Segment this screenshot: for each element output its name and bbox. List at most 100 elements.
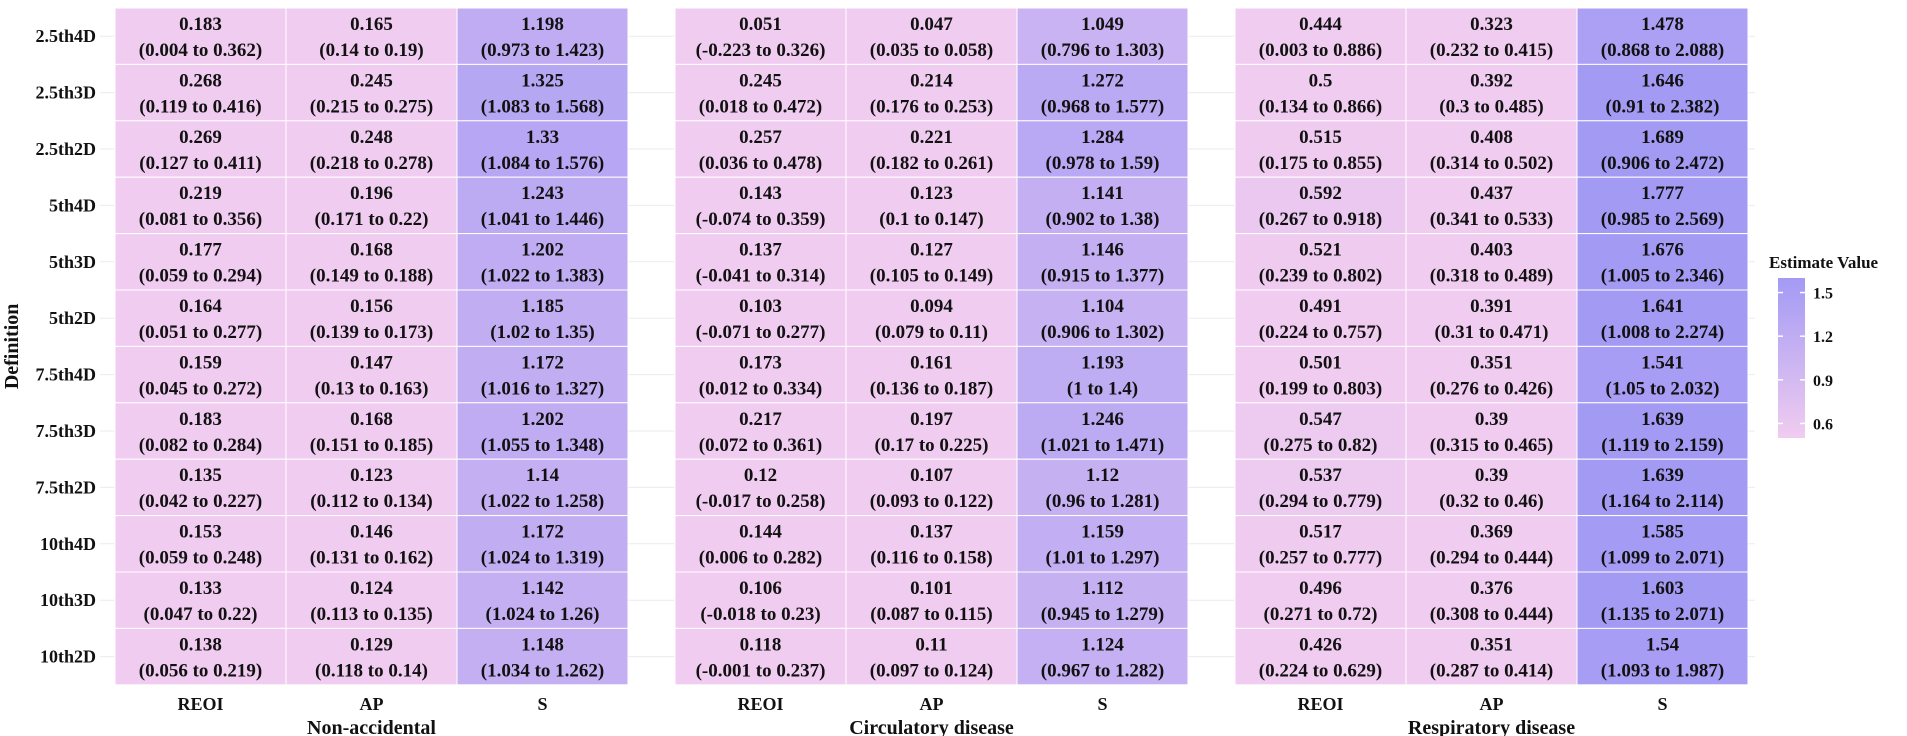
cell-ci-label: (1.164 to 2.114) xyxy=(1601,491,1723,512)
heatmap-cell xyxy=(1576,515,1749,573)
cell-ci-label: (-0.223 to 0.326) xyxy=(696,40,826,61)
heatmap-cell xyxy=(845,571,1018,629)
heatmap-cell xyxy=(1016,402,1189,460)
cell-estimate-label: 1.185 xyxy=(521,296,564,317)
cell-ci-label: (0.978 to 1.59) xyxy=(1046,153,1160,174)
y-tick-label: 5th3D xyxy=(49,252,96,272)
cell-ci-label: (0.036 to 0.478) xyxy=(699,153,822,174)
cell-estimate-label: 0.391 xyxy=(1470,296,1513,317)
heatmap-cell xyxy=(456,289,629,347)
cell-estimate-label: 0.444 xyxy=(1299,14,1342,35)
y-tick-label: 5th2D xyxy=(49,308,96,328)
cell-estimate-label: 0.219 xyxy=(179,183,222,204)
y-tick-label: 7.5th4D xyxy=(35,365,96,385)
cell-estimate-label: 0.537 xyxy=(1299,465,1342,486)
cell-ci-label: (0.218 to 0.278) xyxy=(310,153,433,174)
cell-ci-label: (1.024 to 1.319) xyxy=(481,548,604,569)
heatmap-cell xyxy=(285,515,458,573)
cell-ci-label: (0.276 to 0.426) xyxy=(1430,378,1553,399)
cell-ci-label: (0.31 to 0.471) xyxy=(1435,322,1549,343)
cell-ci-label: (0.093 to 0.122) xyxy=(870,491,993,512)
cell-estimate-label: 0.153 xyxy=(179,522,222,543)
cell-estimate-label: 1.049 xyxy=(1081,14,1124,35)
heatmap-cell xyxy=(285,627,458,686)
cell-ci-label: (0.318 to 0.489) xyxy=(1430,266,1553,287)
cell-estimate-label: 0.437 xyxy=(1470,183,1513,204)
heatmap-cell xyxy=(1016,571,1189,629)
cell-estimate-label: 1.585 xyxy=(1641,522,1684,543)
heatmap-cell xyxy=(1016,176,1189,235)
cell-ci-label: (0.968 to 1.577) xyxy=(1041,96,1164,117)
heatmap-cell xyxy=(1576,458,1749,517)
heatmap-cell xyxy=(1405,402,1578,460)
cell-ci-label: (1.024 to 1.26) xyxy=(486,604,600,625)
cell-ci-label: (0.902 to 1.38) xyxy=(1046,209,1160,230)
heatmap-cell xyxy=(1234,402,1407,460)
heatmap-cell xyxy=(285,289,458,347)
cell-ci-label: (0.308 to 0.444) xyxy=(1430,604,1553,625)
cell-ci-label: (-0.041 to 0.314) xyxy=(696,266,826,287)
heatmap-cell xyxy=(845,7,1018,65)
heatmap-cell xyxy=(1576,345,1749,404)
cell-ci-label: (-0.074 to 0.359) xyxy=(696,209,826,230)
heatmap-cell xyxy=(1234,515,1407,573)
cell-ci-label: (0.042 to 0.227) xyxy=(139,491,262,512)
y-tick-label: 2.5th4D xyxy=(35,26,96,46)
heatmap-cell xyxy=(285,233,458,291)
heatmap-cell xyxy=(114,120,287,178)
heatmap-cell xyxy=(1576,120,1749,178)
cell-ci-label: (0.257 to 0.777) xyxy=(1259,548,1382,569)
x-tick-label: S xyxy=(537,694,547,714)
heatmap-cell xyxy=(114,289,287,347)
cell-estimate-label: 0.12 xyxy=(744,465,777,486)
cell-estimate-label: 1.284 xyxy=(1081,127,1124,148)
cell-estimate-label: 0.124 xyxy=(350,578,393,599)
cell-estimate-label: 0.133 xyxy=(179,578,222,599)
cell-estimate-label: 0.351 xyxy=(1470,634,1513,655)
cell-estimate-label: 0.101 xyxy=(910,578,953,599)
cell-ci-label: (1.022 to 1.383) xyxy=(481,266,604,287)
cell-estimate-label: 0.376 xyxy=(1470,578,1513,599)
cell-ci-label: (0.119 to 0.416) xyxy=(139,96,261,117)
heatmap-cell xyxy=(1016,515,1189,573)
cell-ci-label: (0.112 to 0.134) xyxy=(310,491,432,512)
cell-ci-label: (1 to 1.4) xyxy=(1067,378,1138,399)
cell-ci-label: (0.275 to 0.82) xyxy=(1264,435,1378,456)
cell-estimate-label: 0.047 xyxy=(910,14,953,35)
cell-estimate-label: 0.183 xyxy=(179,409,222,430)
cell-ci-label: (1.016 to 1.327) xyxy=(481,378,604,399)
panel-1 xyxy=(674,7,1189,686)
heatmap-cell xyxy=(1405,515,1578,573)
cell-ci-label: (0.796 to 1.303) xyxy=(1041,40,1164,61)
legend-tick-label: 1.2 xyxy=(1813,329,1833,346)
cell-estimate-label: 0.135 xyxy=(179,465,222,486)
cell-ci-label: (0.239 to 0.802) xyxy=(1259,266,1382,287)
heatmap-cell xyxy=(456,402,629,460)
cell-ci-label: (0.131 to 0.162) xyxy=(310,548,433,569)
heatmap-cell xyxy=(1016,458,1189,517)
panel-title: Circulatory disease xyxy=(849,717,1014,736)
cell-estimate-label: 1.148 xyxy=(521,634,564,655)
x-tick-label: AP xyxy=(1480,694,1504,714)
cell-ci-label: (0.151 to 0.185) xyxy=(310,435,433,456)
heatmap-cell xyxy=(285,402,458,460)
cell-ci-label: (1.005 to 2.346) xyxy=(1601,266,1724,287)
cell-ci-label: (0.13 to 0.163) xyxy=(315,378,429,399)
heatmap-cell xyxy=(285,458,458,517)
cell-estimate-label: 1.777 xyxy=(1641,183,1684,204)
cell-ci-label: (0.003 to 0.886) xyxy=(1259,40,1382,61)
heatmap-cell xyxy=(1576,289,1749,347)
cell-estimate-label: 0.129 xyxy=(350,634,393,655)
cell-estimate-label: 0.106 xyxy=(739,578,782,599)
cell-estimate-label: 0.123 xyxy=(350,465,393,486)
legend-tick-label: 0.9 xyxy=(1813,373,1833,390)
x-tick-label: AP xyxy=(360,694,384,714)
cell-estimate-label: 1.142 xyxy=(521,578,564,599)
cell-estimate-label: 0.177 xyxy=(179,240,222,261)
heatmap-cell xyxy=(674,627,847,686)
cell-ci-label: (0.224 to 0.629) xyxy=(1259,660,1382,681)
cell-estimate-label: 0.137 xyxy=(739,240,782,261)
cell-estimate-label: 0.5 xyxy=(1309,70,1333,91)
cell-estimate-label: 0.323 xyxy=(1470,14,1513,35)
cell-estimate-label: 0.094 xyxy=(910,296,953,317)
